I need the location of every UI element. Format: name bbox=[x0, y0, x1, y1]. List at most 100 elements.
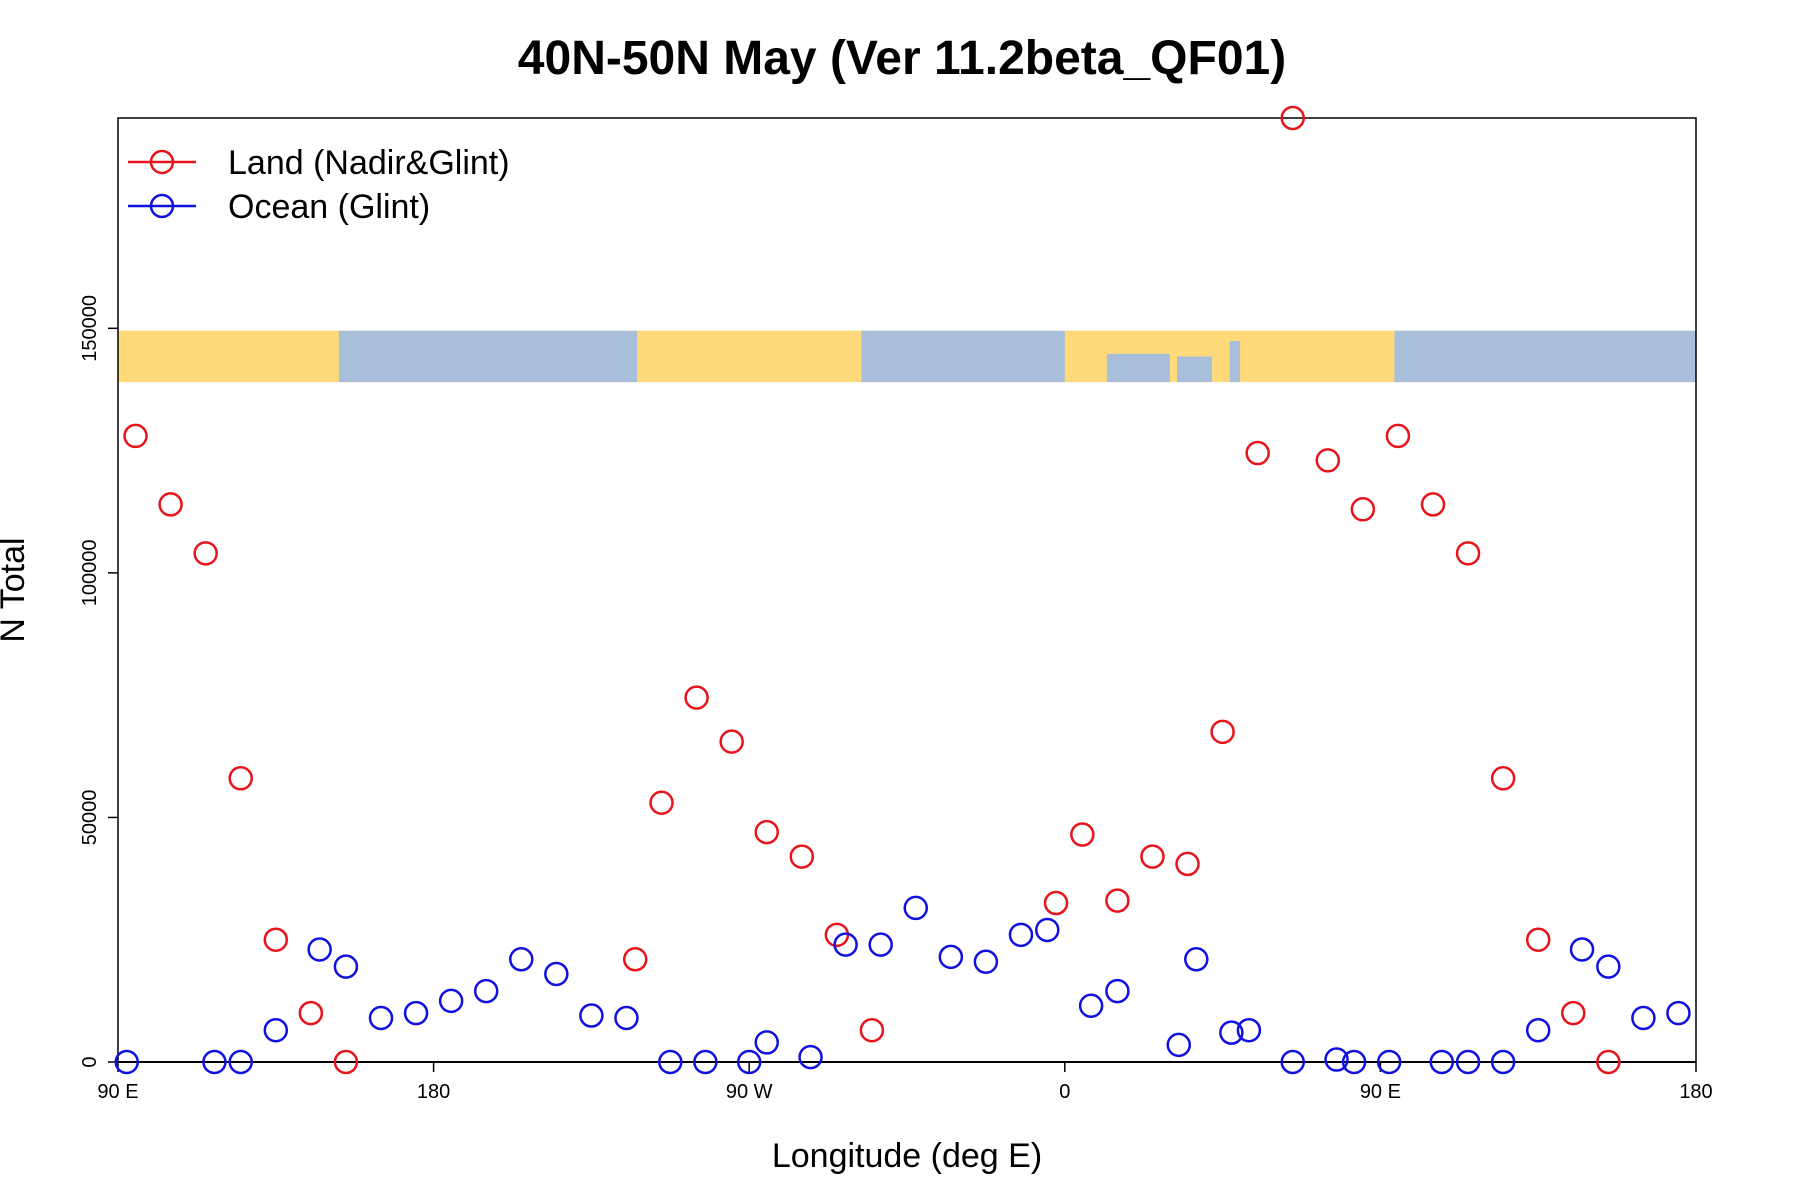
legend-ocean-label: Ocean (Glint) bbox=[228, 188, 430, 226]
ocean-point-27 bbox=[1105, 978, 1130, 1004]
ocean-point-28 bbox=[1166, 1032, 1192, 1058]
ocean-point-8 bbox=[438, 988, 464, 1014]
x-tick-label-0: 90 E bbox=[97, 1081, 138, 1103]
land-point-19 bbox=[1175, 851, 1200, 877]
land-point-5 bbox=[298, 1000, 324, 1026]
map-strip-mediterranean bbox=[1106, 353, 1170, 383]
land-point-12 bbox=[789, 844, 815, 869]
legend: Land (Nadir&Glint) Ocean (Glint) bbox=[128, 144, 510, 226]
map-strip-black-sea bbox=[1177, 356, 1213, 383]
ocean-point-38 bbox=[1490, 1049, 1516, 1075]
ocean-point-40 bbox=[1569, 937, 1595, 962]
y-axis: 0 50000 100000 150000 bbox=[79, 295, 118, 1068]
land-point-25 bbox=[1385, 423, 1411, 449]
y-tick-label-1: 50000 bbox=[79, 790, 101, 846]
ocean-point-32 bbox=[1280, 1049, 1305, 1075]
ocean-point-6 bbox=[368, 1005, 394, 1031]
ocean-point-35 bbox=[1376, 1049, 1402, 1075]
ocean-point-22 bbox=[938, 944, 964, 970]
land-point-17 bbox=[1105, 888, 1130, 913]
ocean-point-9 bbox=[473, 978, 499, 1004]
land-point-9 bbox=[684, 685, 709, 710]
ocean-point-39 bbox=[1525, 1017, 1551, 1043]
x-axis: 90 E 180 90 W 0 90 E 180 bbox=[97, 1062, 1713, 1103]
land-point-31 bbox=[1596, 1049, 1621, 1075]
land-point-16 bbox=[1070, 822, 1095, 847]
y-tick-label-2: 100000 bbox=[79, 540, 101, 607]
land-point-0 bbox=[123, 423, 148, 449]
land-point-1 bbox=[158, 492, 183, 517]
ocean-point-14 bbox=[658, 1049, 683, 1075]
y-axis-title: N Total bbox=[0, 537, 32, 642]
x-axis-title: Longitude (deg E) bbox=[772, 1137, 1042, 1175]
chart-title: 40N-50N May (Ver 11.2beta_QF01) bbox=[518, 32, 1286, 85]
ocean-point-34 bbox=[1341, 1049, 1367, 1075]
ocean-point-15 bbox=[693, 1049, 718, 1075]
x-tick-label-1: 180 bbox=[417, 1081, 450, 1103]
ocean-point-17 bbox=[754, 1030, 779, 1055]
ocean-point-4 bbox=[307, 937, 332, 962]
land-point-3 bbox=[228, 766, 253, 791]
ocean-point-12 bbox=[579, 1003, 604, 1028]
ocean-point-10 bbox=[509, 947, 534, 972]
world-map-strip bbox=[118, 330, 1696, 383]
map-strip-ocean-0 bbox=[338, 330, 637, 383]
series-land bbox=[123, 105, 1621, 1075]
land-point-11 bbox=[754, 819, 779, 845]
ocean-point-42 bbox=[1631, 1005, 1656, 1031]
map-strip-caspian-sea bbox=[1229, 341, 1241, 383]
series-layer bbox=[114, 105, 1691, 1075]
land-point-10 bbox=[719, 729, 744, 754]
map-strip-ocean-1 bbox=[861, 330, 1065, 383]
plot-frame bbox=[117, 117, 1697, 1063]
land-point-4 bbox=[263, 927, 289, 952]
ocean-point-18 bbox=[798, 1044, 823, 1070]
land-point-7 bbox=[622, 947, 648, 972]
land-point-29 bbox=[1525, 927, 1551, 952]
ocean-point-1 bbox=[202, 1049, 227, 1075]
ocean-point-3 bbox=[263, 1017, 289, 1043]
ocean-point-31 bbox=[1236, 1017, 1262, 1043]
x-tick-label-4: 90 E bbox=[1360, 1081, 1401, 1103]
land-point-2 bbox=[193, 541, 218, 566]
ocean-point-36 bbox=[1429, 1049, 1455, 1075]
legend-land-marker bbox=[149, 149, 175, 175]
land-point-30 bbox=[1561, 1000, 1586, 1026]
land-point-15 bbox=[1043, 890, 1069, 916]
land-point-14 bbox=[859, 1017, 885, 1043]
ocean-point-29 bbox=[1184, 947, 1209, 972]
ocean-point-33 bbox=[1324, 1047, 1349, 1072]
land-point-20 bbox=[1210, 719, 1235, 745]
ocean-point-19 bbox=[833, 932, 858, 957]
ocean-point-24 bbox=[1008, 922, 1034, 948]
land-point-27 bbox=[1455, 541, 1481, 566]
ocean-point-26 bbox=[1078, 993, 1104, 1019]
land-point-21 bbox=[1245, 440, 1270, 466]
ocean-point-23 bbox=[973, 949, 999, 974]
legend-ocean-marker bbox=[149, 193, 175, 219]
land-point-22 bbox=[1280, 105, 1305, 131]
ocean-point-21 bbox=[903, 895, 929, 921]
land-point-26 bbox=[1420, 492, 1446, 517]
ocean-point-37 bbox=[1455, 1049, 1481, 1075]
ocean-point-16 bbox=[736, 1049, 762, 1075]
land-point-28 bbox=[1490, 766, 1516, 791]
ocean-point-2 bbox=[228, 1049, 253, 1075]
x-tick-label-5: 180 bbox=[1679, 1081, 1712, 1103]
y-tick-label-3: 150000 bbox=[79, 295, 101, 362]
land-point-18 bbox=[1140, 844, 1165, 869]
ocean-point-5 bbox=[333, 954, 359, 979]
legend-land-label: Land (Nadir&Glint) bbox=[228, 144, 510, 182]
series-ocean bbox=[114, 895, 1691, 1075]
ocean-point-0 bbox=[114, 1049, 140, 1075]
land-point-23 bbox=[1315, 448, 1341, 473]
land-point-6 bbox=[333, 1049, 359, 1075]
x-tick-label-2: 90 W bbox=[726, 1081, 773, 1103]
ocean-point-20 bbox=[868, 932, 893, 957]
ocean-point-11 bbox=[544, 961, 569, 987]
land-point-8 bbox=[649, 790, 674, 816]
ocean-point-43 bbox=[1666, 1000, 1691, 1026]
ocean-point-25 bbox=[1035, 917, 1060, 943]
land-point-24 bbox=[1350, 497, 1376, 522]
